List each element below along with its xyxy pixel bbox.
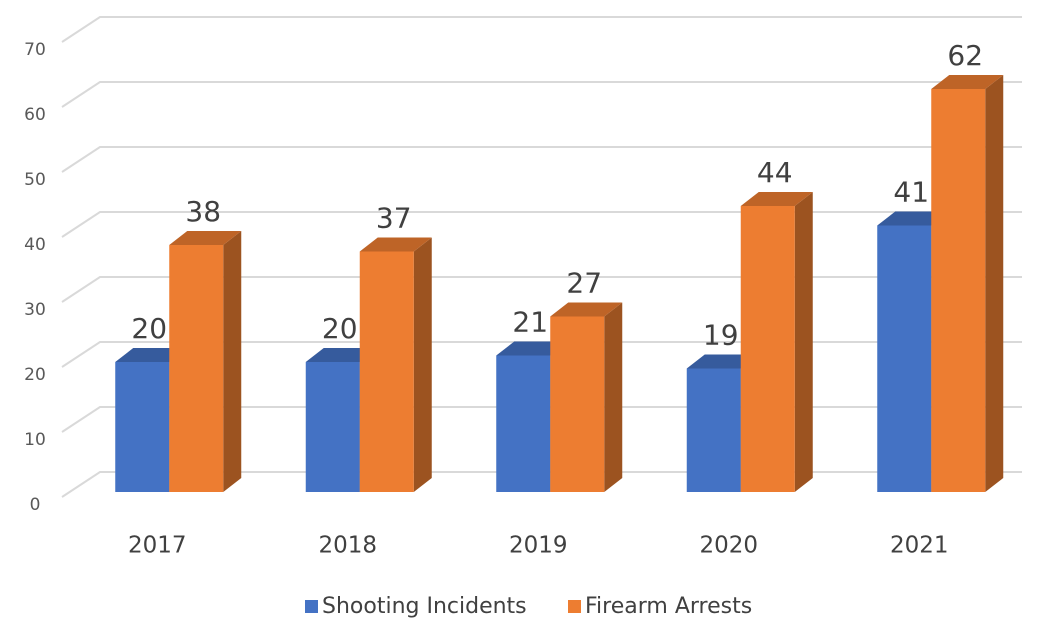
y-tick-label: 10: [24, 430, 46, 450]
bar-top: [359, 237, 432, 252]
bar-front: [496, 355, 551, 492]
grid-line: [61, 16, 1022, 43]
bar-side: [604, 302, 623, 492]
bar-front: [305, 362, 360, 492]
x-tick-label: 2017: [128, 533, 187, 559]
x-tick-label: 2019: [509, 533, 568, 559]
value-label: 41: [893, 176, 929, 209]
bar-front: [877, 225, 932, 492]
legend-label: Firearm Arrests: [585, 594, 752, 619]
bar-top: [740, 192, 813, 206]
y-tick-label: 20: [24, 365, 46, 385]
value-label: 27: [566, 267, 602, 300]
bar: [740, 192, 813, 492]
grid-line: [61, 211, 1022, 238]
bar: [550, 302, 623, 492]
bar-front: [931, 89, 986, 492]
bar-top: [550, 302, 623, 317]
legend-label: Shooting Incidents: [322, 594, 527, 619]
value-label: 20: [131, 312, 167, 345]
bar: [169, 231, 242, 492]
value-label: 20: [322, 312, 358, 345]
y-tick-label: 30: [24, 300, 46, 320]
bar: [931, 75, 1004, 492]
y-tick-label: 50: [24, 170, 46, 190]
bar-side: [223, 231, 242, 492]
bar-front: [740, 206, 795, 492]
bar-front: [686, 368, 741, 492]
grid-line: [61, 341, 1022, 368]
legend-swatch: [305, 600, 318, 613]
bar-side: [794, 192, 813, 492]
value-label: 38: [185, 195, 221, 228]
bar-front: [550, 316, 605, 492]
x-tick-label: 2018: [318, 533, 377, 559]
bar-front: [359, 251, 414, 492]
legend-swatch: [568, 600, 581, 613]
y-tick-label: 70: [24, 40, 46, 60]
y-tick-label: 0: [30, 495, 41, 515]
grid-line: [61, 81, 1022, 108]
x-tick-label: 2020: [699, 533, 758, 559]
bar-front: [115, 362, 170, 492]
value-label: 62: [947, 39, 983, 72]
y-tick-label: 60: [24, 105, 46, 125]
value-label: 21: [512, 306, 548, 339]
bar-top: [169, 231, 242, 245]
bar-side: [413, 237, 432, 492]
bar: [359, 237, 432, 492]
bar-front: [169, 245, 224, 492]
x-tick-label: 2021: [890, 533, 949, 559]
value-label: 37: [376, 202, 412, 235]
bar-side: [985, 75, 1004, 492]
grid-line: [61, 146, 1022, 173]
grid-line: [61, 276, 1022, 303]
bar-top: [931, 75, 1004, 89]
value-label: 19: [703, 319, 739, 352]
y-tick-label: 40: [24, 235, 46, 255]
value-label: 44: [757, 156, 793, 189]
